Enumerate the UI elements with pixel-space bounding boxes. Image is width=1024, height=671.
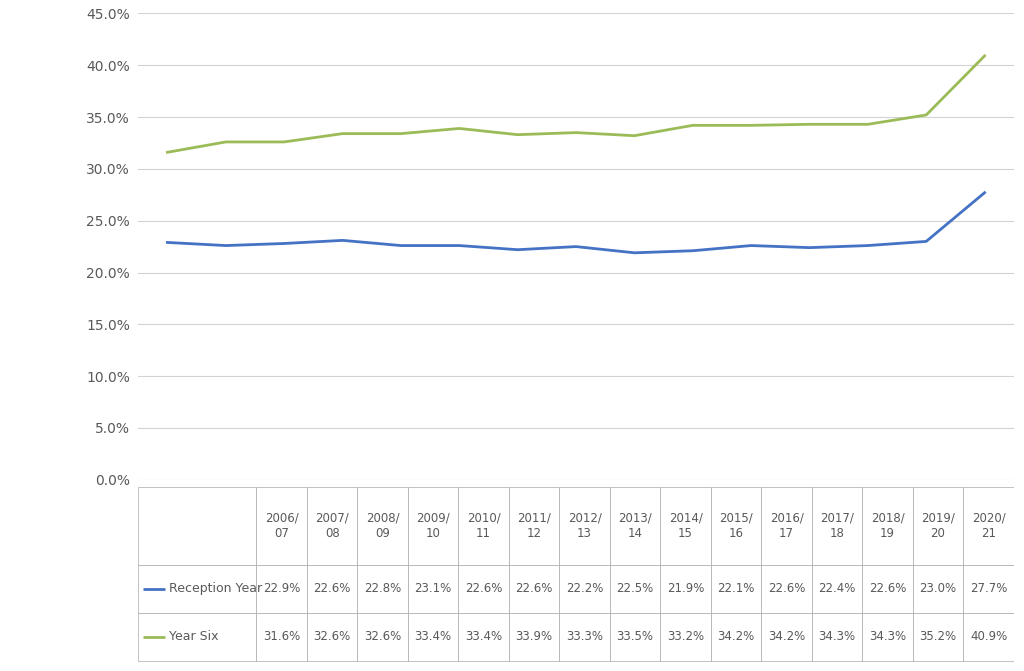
FancyBboxPatch shape <box>408 613 459 660</box>
Text: 35.2%: 35.2% <box>920 630 956 643</box>
Text: 32.6%: 32.6% <box>364 630 401 643</box>
Text: 2015/
16: 2015/ 16 <box>719 512 753 540</box>
FancyBboxPatch shape <box>711 613 761 660</box>
Text: 27.7%: 27.7% <box>970 582 1008 595</box>
Text: 2009/
10: 2009/ 10 <box>417 512 450 540</box>
Text: 22.6%: 22.6% <box>768 582 805 595</box>
FancyBboxPatch shape <box>307 613 357 660</box>
FancyBboxPatch shape <box>307 487 357 565</box>
FancyBboxPatch shape <box>408 487 459 565</box>
FancyBboxPatch shape <box>559 565 610 613</box>
Text: 2007/
08: 2007/ 08 <box>315 512 349 540</box>
FancyBboxPatch shape <box>256 613 307 660</box>
Text: 33.2%: 33.2% <box>667 630 705 643</box>
FancyBboxPatch shape <box>862 565 912 613</box>
FancyBboxPatch shape <box>812 613 862 660</box>
Text: 31.6%: 31.6% <box>263 630 300 643</box>
FancyBboxPatch shape <box>912 613 964 660</box>
Text: Year Six: Year Six <box>169 630 218 643</box>
FancyBboxPatch shape <box>912 565 964 613</box>
FancyBboxPatch shape <box>761 565 812 613</box>
Text: 23.0%: 23.0% <box>920 582 956 595</box>
FancyBboxPatch shape <box>711 487 761 565</box>
FancyBboxPatch shape <box>862 613 912 660</box>
FancyBboxPatch shape <box>256 565 307 613</box>
FancyBboxPatch shape <box>660 613 711 660</box>
FancyBboxPatch shape <box>964 613 1014 660</box>
FancyBboxPatch shape <box>912 487 964 565</box>
Text: 22.8%: 22.8% <box>364 582 401 595</box>
FancyBboxPatch shape <box>408 565 459 613</box>
Text: 22.9%: 22.9% <box>263 582 300 595</box>
Text: 22.4%: 22.4% <box>818 582 856 595</box>
Text: 2006/
07: 2006/ 07 <box>265 512 299 540</box>
Text: 22.1%: 22.1% <box>718 582 755 595</box>
Text: 22.5%: 22.5% <box>616 582 653 595</box>
Text: 2008/
09: 2008/ 09 <box>366 512 399 540</box>
FancyBboxPatch shape <box>862 487 912 565</box>
FancyBboxPatch shape <box>459 613 509 660</box>
FancyBboxPatch shape <box>711 565 761 613</box>
FancyBboxPatch shape <box>357 565 408 613</box>
FancyBboxPatch shape <box>660 565 711 613</box>
FancyBboxPatch shape <box>138 613 256 660</box>
Text: 33.4%: 33.4% <box>415 630 452 643</box>
Text: 2016/
17: 2016/ 17 <box>770 512 804 540</box>
Text: 34.3%: 34.3% <box>818 630 856 643</box>
FancyBboxPatch shape <box>559 487 610 565</box>
Text: 22.6%: 22.6% <box>515 582 553 595</box>
Text: 34.3%: 34.3% <box>869 630 906 643</box>
Text: 32.6%: 32.6% <box>313 630 351 643</box>
FancyBboxPatch shape <box>138 565 256 613</box>
FancyBboxPatch shape <box>509 487 559 565</box>
FancyBboxPatch shape <box>357 613 408 660</box>
FancyBboxPatch shape <box>459 565 509 613</box>
FancyBboxPatch shape <box>812 565 862 613</box>
Text: 23.1%: 23.1% <box>415 582 452 595</box>
Text: Reception Year: Reception Year <box>169 582 262 595</box>
Text: 2018/
19: 2018/ 19 <box>870 512 904 540</box>
Text: 2011/
12: 2011/ 12 <box>517 512 551 540</box>
FancyBboxPatch shape <box>812 487 862 565</box>
Text: 2019/
20: 2019/ 20 <box>922 512 955 540</box>
Text: 22.6%: 22.6% <box>868 582 906 595</box>
Text: 2017/
18: 2017/ 18 <box>820 512 854 540</box>
Text: 33.3%: 33.3% <box>566 630 603 643</box>
FancyBboxPatch shape <box>660 487 711 565</box>
FancyBboxPatch shape <box>459 487 509 565</box>
Text: 21.9%: 21.9% <box>667 582 705 595</box>
FancyBboxPatch shape <box>964 565 1014 613</box>
FancyBboxPatch shape <box>610 487 660 565</box>
FancyBboxPatch shape <box>610 613 660 660</box>
Text: 2010/
11: 2010/ 11 <box>467 512 501 540</box>
Text: 22.6%: 22.6% <box>313 582 351 595</box>
FancyBboxPatch shape <box>138 487 256 565</box>
Text: 2020/
21: 2020/ 21 <box>972 512 1006 540</box>
Text: 34.2%: 34.2% <box>768 630 805 643</box>
Text: 34.2%: 34.2% <box>718 630 755 643</box>
FancyBboxPatch shape <box>761 487 812 565</box>
FancyBboxPatch shape <box>307 565 357 613</box>
FancyBboxPatch shape <box>509 613 559 660</box>
Text: 22.6%: 22.6% <box>465 582 503 595</box>
FancyBboxPatch shape <box>610 565 660 613</box>
Text: 2013/
14: 2013/ 14 <box>618 512 652 540</box>
FancyBboxPatch shape <box>357 487 408 565</box>
Text: 33.9%: 33.9% <box>515 630 553 643</box>
FancyBboxPatch shape <box>559 613 610 660</box>
FancyBboxPatch shape <box>256 487 307 565</box>
Text: 2014/
15: 2014/ 15 <box>669 512 702 540</box>
Text: 22.2%: 22.2% <box>566 582 603 595</box>
Text: 33.5%: 33.5% <box>616 630 653 643</box>
Text: 40.9%: 40.9% <box>970 630 1008 643</box>
FancyBboxPatch shape <box>509 565 559 613</box>
FancyBboxPatch shape <box>761 613 812 660</box>
FancyBboxPatch shape <box>964 487 1014 565</box>
Text: 33.4%: 33.4% <box>465 630 502 643</box>
Text: 2012/
13: 2012/ 13 <box>567 512 601 540</box>
